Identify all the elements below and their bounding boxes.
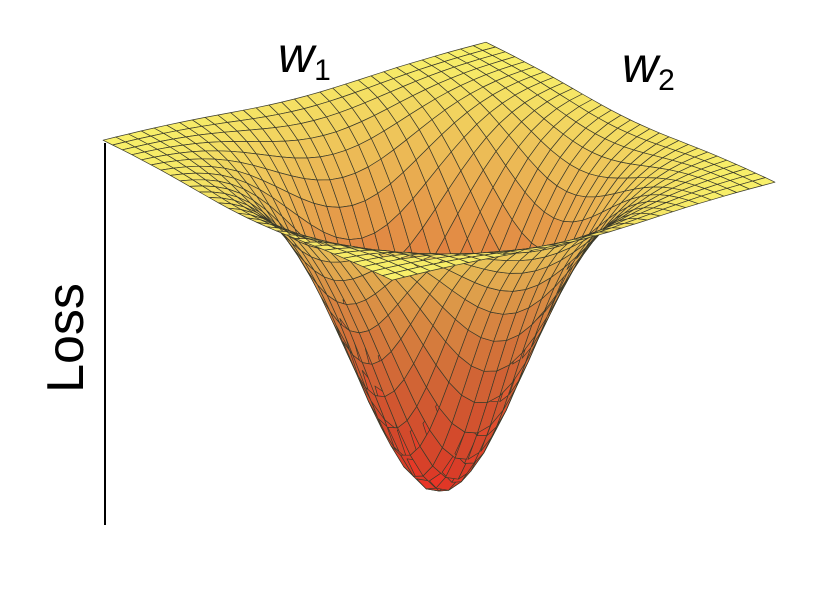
w2-label-base: w bbox=[622, 37, 659, 93]
mesh-faces bbox=[102, 41, 776, 492]
w1-label-subscript: 1 bbox=[314, 54, 331, 87]
loss-axis-label: Loss bbox=[37, 283, 95, 393]
w1-axis-label: w1 bbox=[278, 30, 331, 86]
w2-label-subscript: 2 bbox=[658, 64, 675, 97]
loss-axis-line bbox=[104, 143, 106, 525]
mesh-face bbox=[752, 177, 776, 186]
w2-axis-label: w2 bbox=[622, 40, 675, 96]
w1-label-base: w bbox=[278, 27, 315, 83]
